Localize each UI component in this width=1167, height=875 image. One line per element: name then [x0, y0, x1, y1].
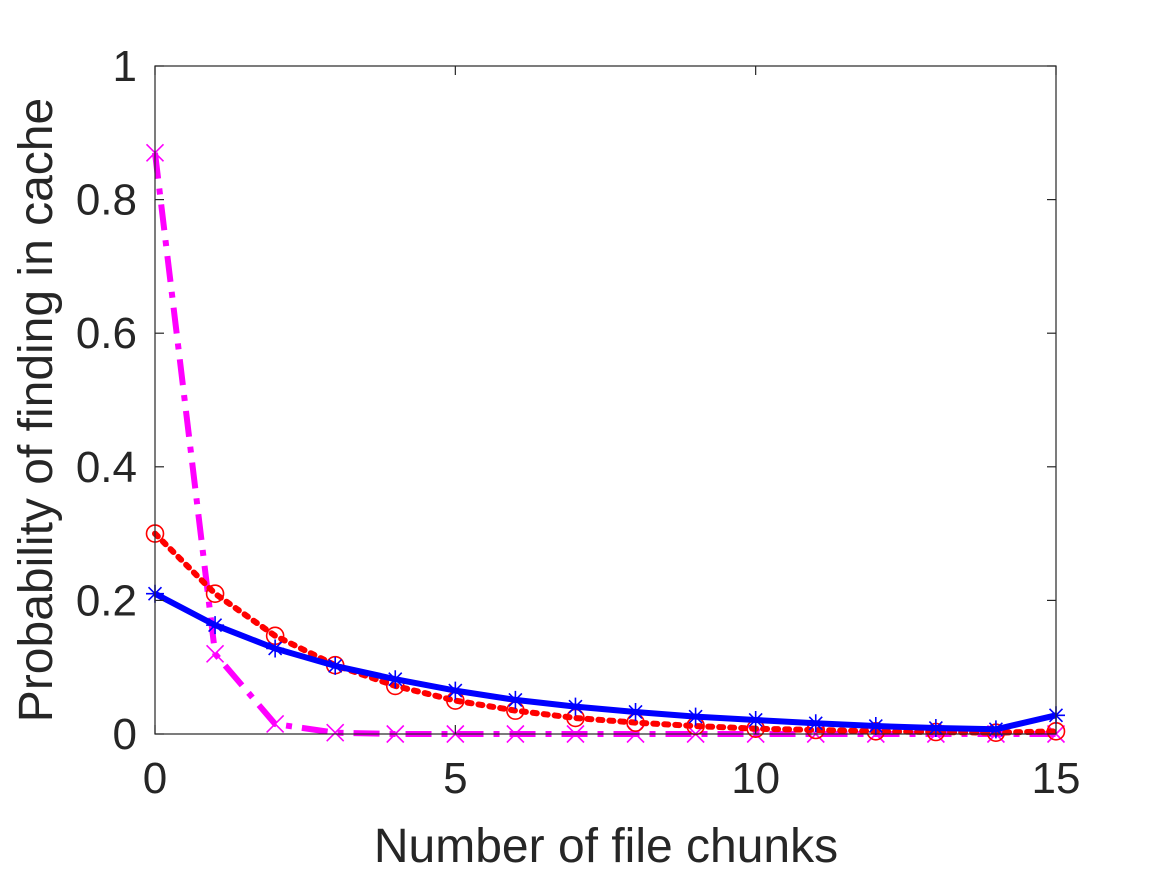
x-tick-label: 15 — [1032, 754, 1081, 803]
y-tick-label: 0.8 — [76, 176, 137, 225]
data-point — [206, 616, 225, 635]
data-point — [206, 644, 225, 663]
data-point — [686, 707, 705, 726]
data-point — [266, 639, 285, 658]
x-axis-label: Number of file chunks — [374, 820, 838, 873]
data-point — [866, 716, 885, 735]
data-point — [446, 681, 465, 700]
data-point — [386, 670, 405, 689]
data-point — [746, 710, 765, 729]
series-line — [152, 530, 1059, 736]
y-tick-label: 0.2 — [76, 576, 137, 625]
data-point — [806, 714, 825, 733]
series-line — [152, 152, 1056, 737]
data-point — [326, 656, 345, 675]
y-tick-label: 0.4 — [76, 443, 137, 492]
y-axis-label: Probability of finding in cache — [10, 98, 63, 722]
plot-area — [155, 66, 1056, 734]
data-point — [986, 720, 1005, 739]
tick-layer: 0 5 10 15 0 0.2 0.4 0.6 0.8 1 — [76, 42, 1081, 803]
plot-frame — [154, 65, 1057, 735]
data-point — [626, 702, 645, 721]
data-point — [266, 714, 285, 734]
y-tick-label: 1 — [113, 42, 137, 91]
series-line — [153, 591, 1057, 733]
data-point — [506, 690, 525, 709]
data-point — [926, 718, 945, 737]
x-tick-label: 0 — [143, 754, 167, 803]
y-tick-label: 0.6 — [76, 309, 137, 358]
data-point — [326, 723, 345, 742]
data-point — [205, 584, 225, 604]
data-point — [566, 697, 585, 716]
y-tick-label: 0 — [113, 710, 137, 759]
x-tick-label: 5 — [443, 754, 467, 803]
x-tick-label: 10 — [731, 754, 780, 803]
series-1 — [145, 524, 1066, 742]
